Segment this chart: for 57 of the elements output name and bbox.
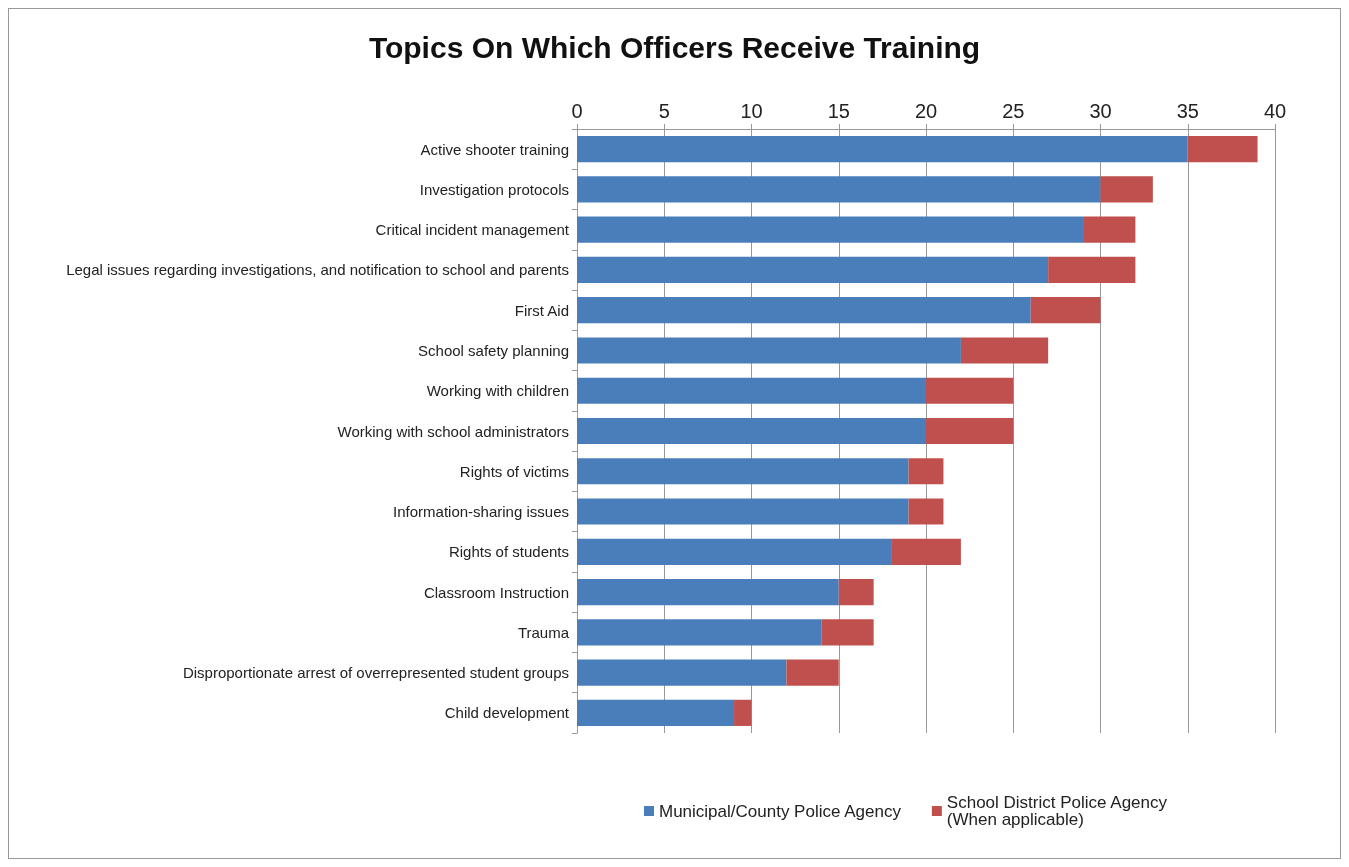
y-tick-label: Child development — [444, 704, 570, 722]
x-tick-label: 30 — [1089, 100, 1112, 122]
legend-label: Municipal/County Police Agency — [659, 801, 902, 821]
x-tick-label: 20 — [914, 100, 938, 122]
y-tick-label: School safety planning — [418, 341, 569, 359]
bar — [577, 458, 909, 485]
bar — [577, 256, 1049, 284]
bar — [926, 377, 1014, 404]
y-tick-label: Working with children — [426, 382, 569, 400]
bar — [577, 538, 892, 565]
bar — [577, 578, 839, 606]
y-tick-label: Classroom Instruction — [423, 583, 569, 601]
legend-label: School District Police Agency (When applicable) — [946, 793, 1168, 829]
bar — [577, 377, 926, 404]
bar — [1100, 176, 1153, 203]
bar — [1083, 216, 1136, 243]
x-tick-label: 5 — [658, 100, 670, 122]
y-tick-label: Rights of victims — [459, 462, 569, 480]
bar — [577, 297, 1031, 324]
y-tick-label: Information-sharing issues — [393, 503, 569, 521]
bar — [960, 337, 1049, 364]
y-tick-label: Investigation protocols — [419, 180, 569, 198]
bar — [926, 417, 1014, 445]
x-tick-label: 35 — [1176, 100, 1199, 122]
bar — [577, 176, 1101, 203]
bar — [1187, 136, 1258, 163]
bar — [577, 699, 735, 726]
bar — [908, 458, 944, 485]
y-tick-label: Disproportionate arrest of overrepresented student groups — [182, 664, 569, 682]
y-tick-label: First Aid — [514, 301, 569, 319]
y-tick-label: Rights of students — [448, 543, 569, 561]
bar — [821, 619, 874, 646]
y-tick-label: Legal issues regarding investigations, and notification to school and parents — [66, 261, 569, 279]
y-tick-label: Active shooter training — [420, 140, 569, 158]
bar — [577, 659, 787, 686]
y-tick-label: Critical incident management — [375, 221, 570, 239]
bar — [577, 136, 1188, 163]
bar — [577, 498, 909, 525]
bar — [577, 216, 1084, 243]
x-tick-label: 10 — [740, 100, 763, 122]
x-tick-label: 15 — [827, 100, 850, 122]
bar — [577, 417, 926, 445]
x-tick-label: 25 — [1002, 100, 1025, 122]
bar — [908, 498, 944, 525]
bar — [1048, 256, 1136, 284]
bar — [734, 699, 752, 726]
bar — [577, 619, 822, 646]
y-tick-label: Trauma — [517, 623, 570, 641]
bar — [577, 337, 961, 364]
bar — [838, 578, 874, 606]
x-tick-label: 40 — [1263, 100, 1287, 122]
bar — [1030, 297, 1101, 324]
y-tick-label: Working with school administrators — [337, 422, 569, 440]
chart-title: Topics On Which Officers Receive Training — [368, 30, 981, 64]
bar — [786, 659, 839, 686]
x-tick-label: 0 — [571, 100, 583, 122]
bar — [891, 538, 961, 565]
